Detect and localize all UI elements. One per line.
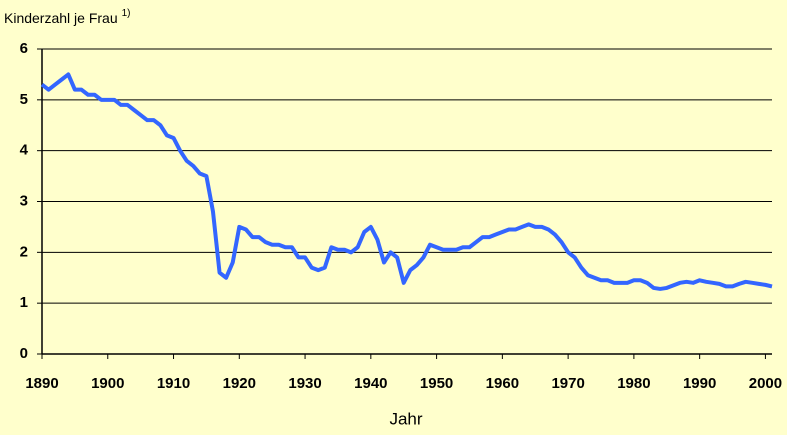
y-tick-label: 6 [20,40,28,57]
y-tick-label: 3 [20,192,28,209]
y-tick-label: 1 [20,294,28,311]
x-tick-label: 1960 [486,375,519,392]
x-tick-label: 1910 [157,375,190,392]
x-tick-label: 1930 [288,375,321,392]
x-tick-label: 1940 [354,375,387,392]
y-tick-label: 5 [20,91,28,108]
y-tick-label: 2 [20,243,28,260]
x-axis-label: Jahr [389,409,422,428]
y-tick-label: 4 [20,142,29,159]
x-tick-label: 1900 [91,375,124,392]
data-line [40,72,773,291]
x-tick-label: 1920 [223,375,256,392]
x-tick-label: 2000 [749,375,782,392]
y-tick-label: 0 [20,345,28,362]
y-axis-label-note: 1) [122,8,131,19]
x-tick-label: 1950 [420,375,453,392]
x-tick-label: 1890 [25,375,58,392]
y-axis-label-text: Kinderzahl je Frau [4,10,118,26]
x-tick-label: 1980 [617,375,650,392]
x-tick-label: 1970 [551,375,584,392]
x-tick-label: 1990 [683,375,716,392]
y-axis-label: Kinderzahl je Frau 1) [4,8,131,26]
